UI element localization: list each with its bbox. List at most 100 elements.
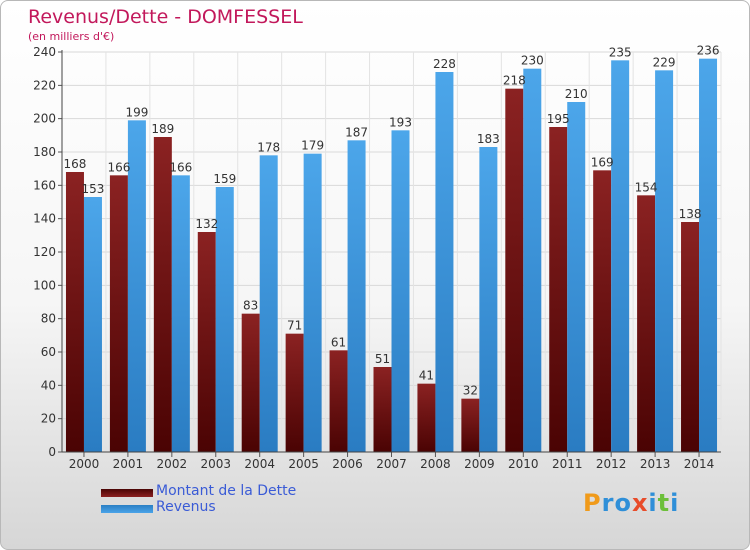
x-tick-label: 2008 xyxy=(420,457,451,471)
y-tick-label: 140 xyxy=(33,212,56,226)
x-tick-label: 2013 xyxy=(640,457,671,471)
data-label-revenue-2000: 153 xyxy=(82,182,105,196)
data-label-debt-2009: 32 xyxy=(463,384,478,398)
data-label-revenue-2012: 235 xyxy=(609,45,632,59)
bar-debt-2010 xyxy=(505,88,524,453)
y-tick-label: 40 xyxy=(41,378,56,392)
bar-debt-2002 xyxy=(153,137,172,452)
bar-revenue-2012 xyxy=(611,60,630,452)
data-label-revenue-2002: 166 xyxy=(169,160,192,174)
bar-revenue-2007 xyxy=(391,130,410,453)
bar-debt-2000 xyxy=(65,172,84,452)
data-label-revenue-2007: 193 xyxy=(389,115,412,129)
bar-debt-2007 xyxy=(373,367,392,452)
y-tick-label: 240 xyxy=(33,45,56,59)
data-label-debt-2008: 41 xyxy=(419,369,434,383)
chart-title: Revenus/Dette - DOMFESSEL xyxy=(28,6,303,28)
bar-revenue-2004 xyxy=(259,155,278,453)
x-tick-label: 2002 xyxy=(157,457,188,471)
data-label-debt-2014: 138 xyxy=(679,207,702,221)
bar-debt-2014 xyxy=(681,222,700,452)
data-label-debt-2000: 168 xyxy=(64,157,87,171)
chart-subtitle: (en milliers d'€) xyxy=(28,30,115,43)
data-label-debt-2006: 61 xyxy=(331,335,346,349)
data-label-debt-2012: 169 xyxy=(591,155,614,169)
legend-label-debt: Montant de la Dette xyxy=(156,483,297,499)
data-label-revenue-2013: 229 xyxy=(653,55,676,69)
data-label-debt-2005: 71 xyxy=(287,319,302,333)
y-tick-label: 200 xyxy=(33,112,56,126)
data-label-revenue-2006: 187 xyxy=(345,125,368,139)
x-tick-label: 2011 xyxy=(552,457,583,471)
logo-letter: P xyxy=(583,489,602,517)
bar-revenue-2014 xyxy=(699,58,718,453)
bar-revenue-2002 xyxy=(171,175,190,453)
bar-revenue-2003 xyxy=(215,187,234,452)
x-tick-label: 2014 xyxy=(684,457,715,471)
data-label-revenue-2011: 210 xyxy=(565,87,588,101)
data-label-debt-2001: 166 xyxy=(107,160,130,174)
bar-revenue-2013 xyxy=(655,70,674,452)
bar-debt-2005 xyxy=(285,333,304,452)
data-label-revenue-2010: 230 xyxy=(521,54,544,68)
bar-debt-2004 xyxy=(241,313,260,452)
data-labels: 1681531661991891661321598317871179611875… xyxy=(64,44,720,398)
bar-debt-2008 xyxy=(417,383,436,452)
logo-letter: i xyxy=(670,489,680,517)
bar-revenue-2011 xyxy=(567,102,586,452)
y-tick-label: 180 xyxy=(33,145,56,159)
data-label-revenue-2009: 183 xyxy=(477,132,500,146)
logo-letter: x xyxy=(631,489,649,517)
data-label-revenue-2001: 199 xyxy=(125,105,148,119)
data-label-debt-2007: 51 xyxy=(375,352,390,366)
axes: 0 20 40 60 80 100 120 140 160 180 200 220 240 2000 200… xyxy=(33,45,721,471)
bar-revenue-2010 xyxy=(523,68,542,453)
y-tick-label: 20 xyxy=(41,412,56,426)
bar-debt-2013 xyxy=(637,195,656,453)
y-tick-label: 100 xyxy=(33,278,56,292)
data-label-debt-2013: 154 xyxy=(635,180,658,194)
logo-letter: i xyxy=(648,489,658,517)
bar-debt-2001 xyxy=(109,175,128,453)
bar-debt-2009 xyxy=(461,398,480,452)
proxiti-logo: Proxiti xyxy=(583,489,679,517)
bar-revenue-2008 xyxy=(435,72,454,452)
data-label-debt-2003: 132 xyxy=(195,217,218,231)
x-tick-label: 2003 xyxy=(200,457,231,471)
x-tick-label: 2000 xyxy=(69,457,100,471)
data-label-revenue-2014: 236 xyxy=(697,44,720,58)
y-tick-label: 120 xyxy=(33,245,56,259)
bar-revenue-2000 xyxy=(83,197,102,452)
y-tick-label: 0 xyxy=(48,445,56,459)
bar-revenue-2001 xyxy=(127,120,146,452)
x-tick-label: 2006 xyxy=(332,457,363,471)
x-tick-label: 2009 xyxy=(464,457,495,471)
bar-revenue-2005 xyxy=(303,153,322,452)
y-tick-label: 80 xyxy=(41,312,56,326)
x-tick-label: 2005 xyxy=(288,457,319,471)
data-label-revenue-2004: 178 xyxy=(257,140,280,154)
y-tick-label: 60 xyxy=(41,345,56,359)
data-label-debt-2011: 195 xyxy=(547,112,570,126)
bar-debt-2003 xyxy=(197,232,216,452)
logo-letter: t xyxy=(657,489,671,517)
bar-debt-2012 xyxy=(593,170,612,453)
data-label-revenue-2005: 179 xyxy=(301,139,324,153)
data-label-debt-2002: 189 xyxy=(151,122,174,136)
bar-debt-2011 xyxy=(549,127,568,452)
x-tick-label: 2007 xyxy=(376,457,407,471)
y-tick-label: 220 xyxy=(33,78,56,92)
bars xyxy=(65,58,718,453)
bar-revenue-2006 xyxy=(347,140,366,453)
y-tick-label: 160 xyxy=(33,178,56,192)
bar-debt-2006 xyxy=(329,350,348,452)
x-tick-label: 2012 xyxy=(596,457,627,471)
x-tick-label: 2004 xyxy=(244,457,275,471)
x-tick-label: 2010 xyxy=(508,457,539,471)
legend-swatch-revenue xyxy=(101,505,153,513)
logo-letter: o xyxy=(614,489,632,517)
legend-swatch-debt xyxy=(101,489,153,497)
x-tick-label: 2001 xyxy=(113,457,144,471)
